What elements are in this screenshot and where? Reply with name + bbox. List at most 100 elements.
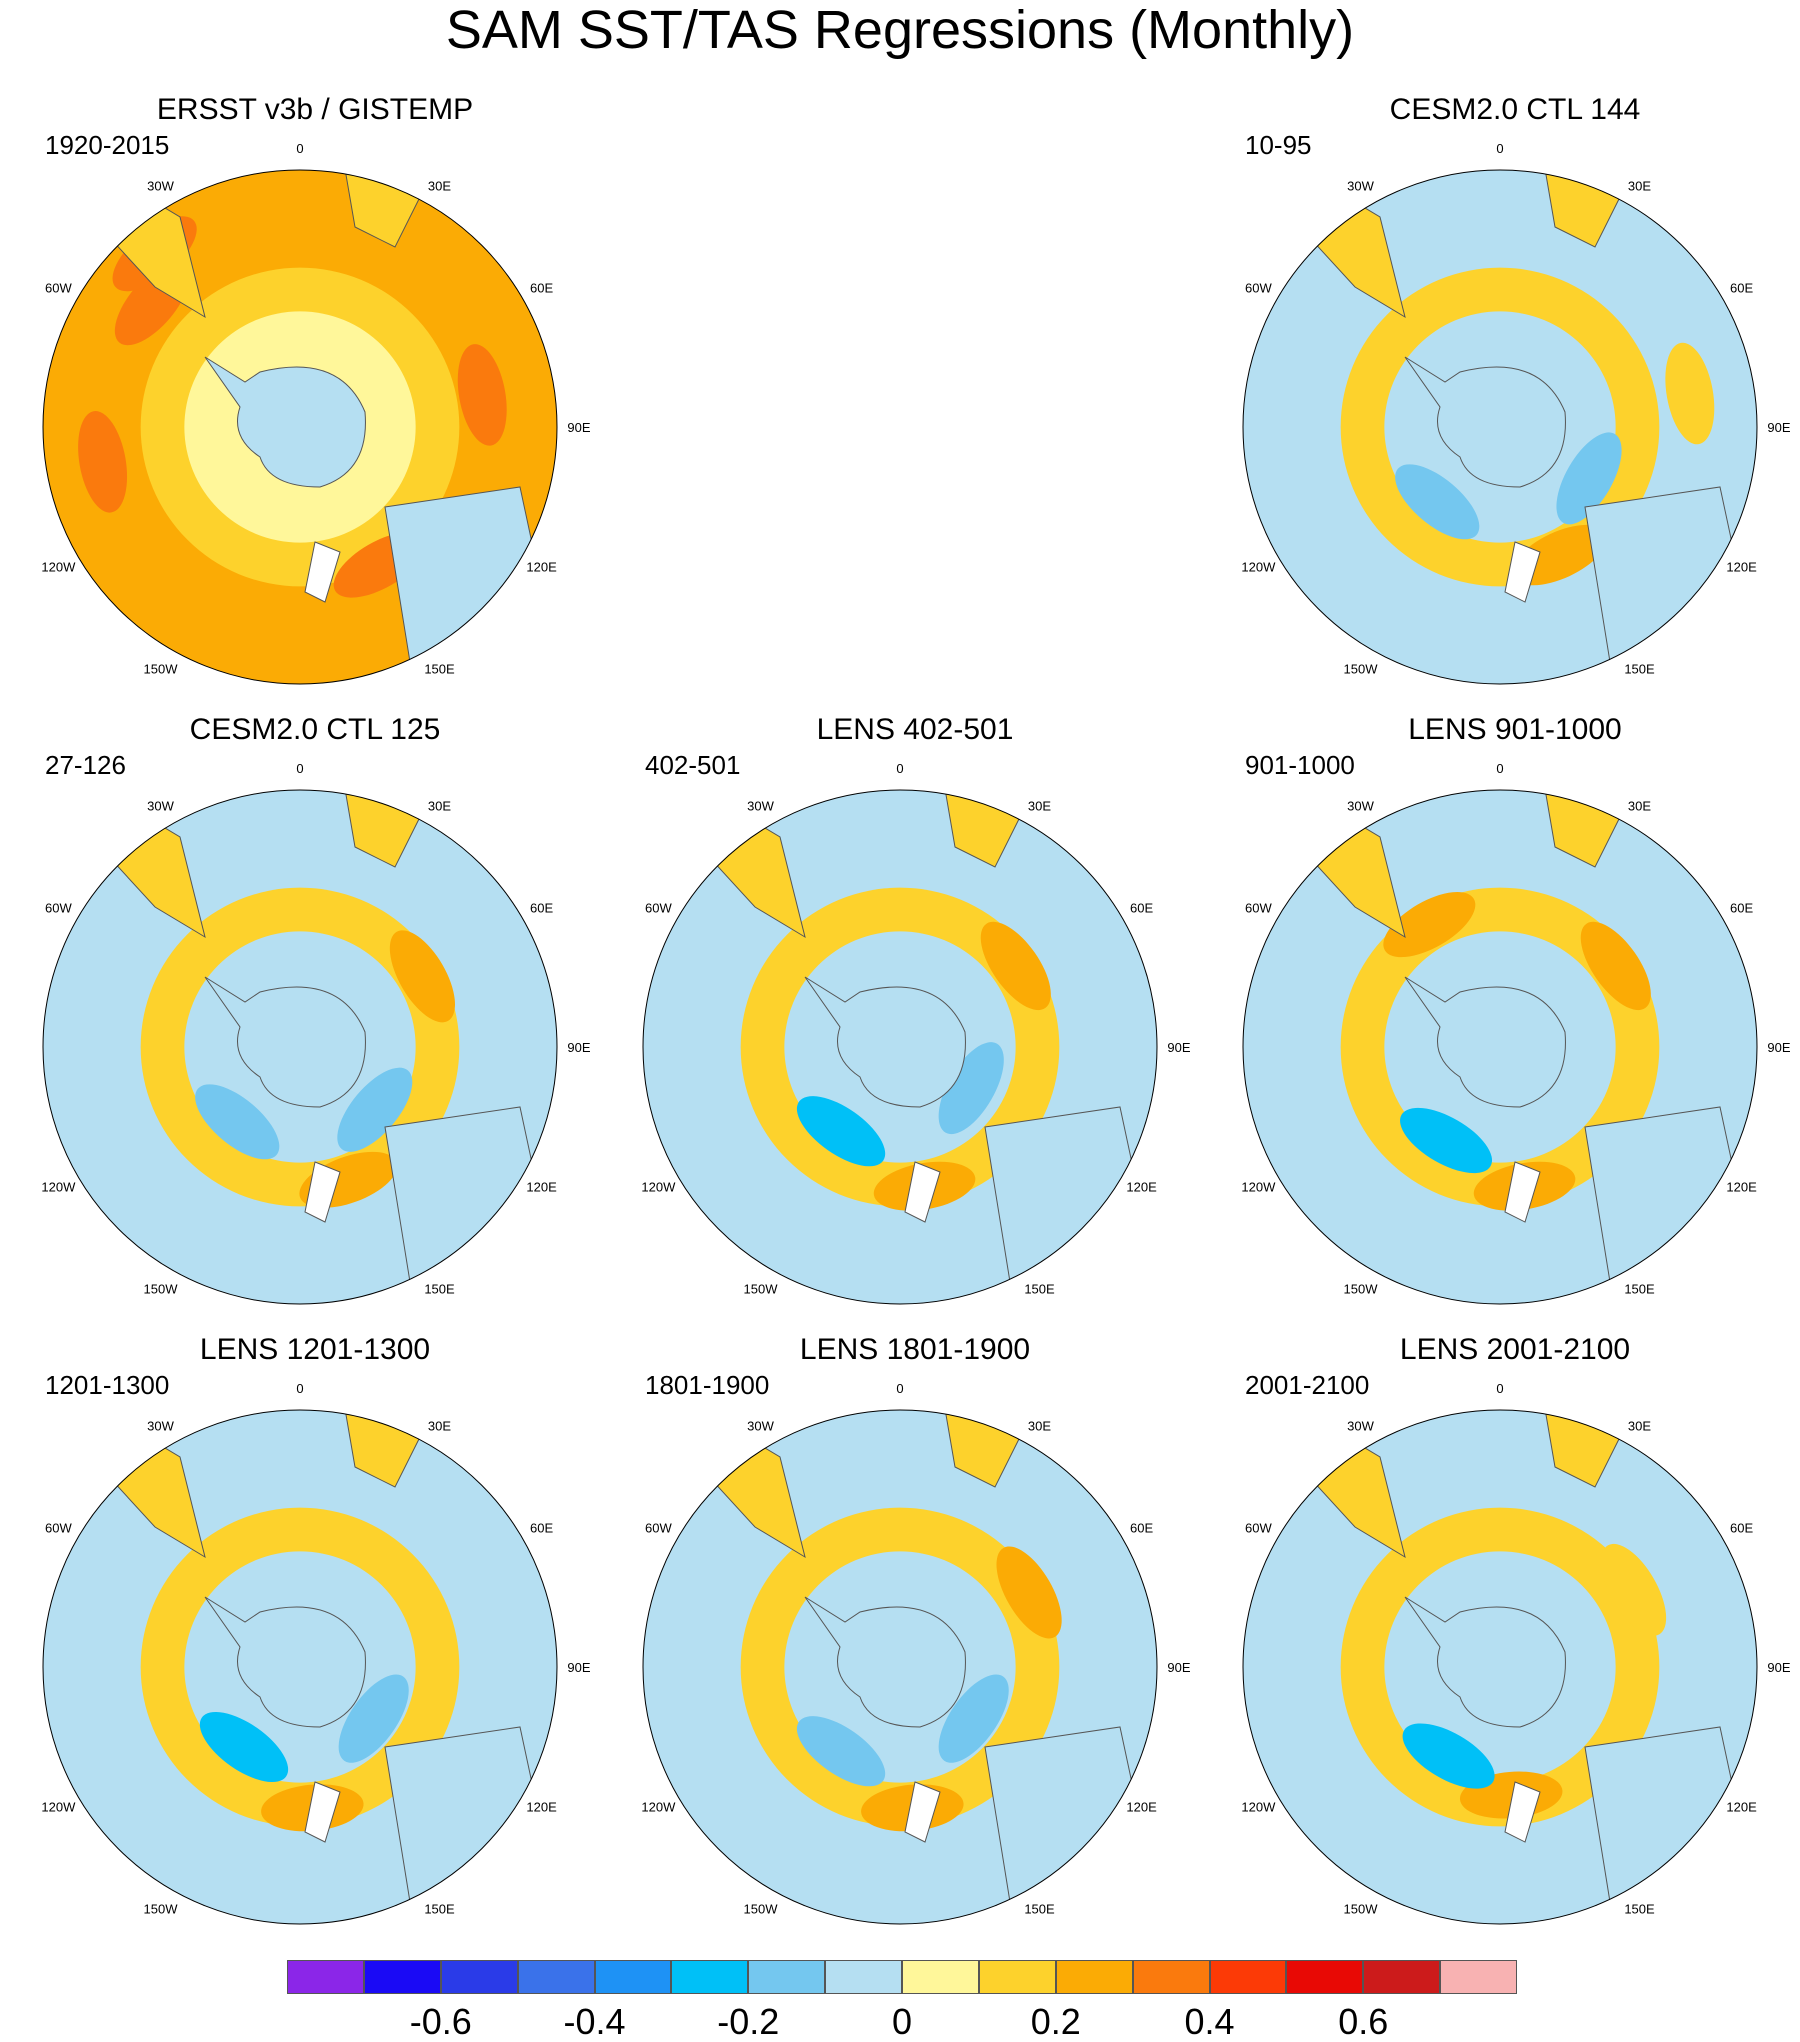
colorbar-tick-label: 0: [891, 2001, 913, 2042]
longitude-label: 60E: [1730, 901, 1753, 916]
colorbar-swatch: [1132, 1960, 1210, 1994]
longitude-label: 60W: [45, 901, 72, 916]
anomaly-blob: [1395, 464, 1480, 540]
anomaly-blob: [1665, 342, 1715, 445]
longitude-label: 90E: [567, 420, 590, 435]
polar-map: 030E60E90E120E150E180150W120W90W60W30W: [1235, 141, 1791, 685]
australia-landmass: [384, 1106, 551, 1283]
new-zealand-landmass: [1504, 541, 1541, 603]
polar-map: 030E60E90E120E150E180150W120W90W60W30W: [35, 141, 591, 685]
map-panel-lens1801: LENS 1801-1900 1801-1900 0 30E 60E 90E 120E 150…: [635, 1332, 1195, 1932]
anomaly-blob: [938, 1674, 1009, 1763]
longitude-label: 30W: [147, 178, 174, 193]
longitude-label: 60W: [645, 1521, 672, 1536]
new-zealand-landmass: [1504, 1161, 1541, 1223]
australia-landmass: [384, 1726, 551, 1903]
map-boundary: [42, 169, 558, 685]
longitude-label: 120E: [526, 560, 557, 575]
longitude-label: 0: [296, 141, 303, 156]
longitude-label: 150E: [424, 1902, 455, 1917]
polar-map: 030E60E90E120E150E180150W120W90W60W30W: [35, 761, 591, 1305]
map-panel-lens1201: LENS 1201-1300 1201-1300 0 30E 60E 90E 120E 150…: [35, 1332, 595, 1932]
panel-title: CESM2.0 CTL 125: [189, 713, 441, 746]
longitude-label: 150W: [1344, 662, 1379, 677]
longitude-label: 150W: [744, 1902, 779, 1917]
panel-period: 901-1000: [1245, 750, 1355, 780]
longitude-label: 150E: [1624, 662, 1655, 677]
longitude-label: 30W: [747, 1418, 774, 1433]
colorbar-swatch: [287, 1960, 364, 1994]
longitude-label: 150W: [144, 1282, 179, 1297]
colorbar-swatch: [748, 1960, 826, 1994]
longitude-label: 0: [296, 761, 303, 776]
map-boundary: [642, 789, 1158, 1305]
anomaly-blob: [389, 930, 455, 1023]
map-boundary: [1242, 1409, 1758, 1925]
panel-period: 1920-2015: [45, 130, 170, 160]
longitude-label: 60W: [45, 281, 72, 296]
map-boundary: [42, 789, 558, 1305]
colorbar-tick-label: -0.6: [409, 2001, 472, 2042]
figure-title: SAM SST/TAS Regressions (Monthly): [445, 0, 1355, 60]
antarctica-landmass: [1404, 1596, 1566, 1728]
longitude-label: 30W: [1347, 798, 1374, 813]
longitude-label: 120W: [641, 1180, 676, 1195]
longitude-label: 120W: [41, 1800, 76, 1815]
panel-title: LENS 901-1000: [1408, 713, 1622, 746]
anomaly-blob: [980, 921, 1051, 1011]
anomaly-blob: [1600, 1543, 1667, 1636]
anomaly-blob: [1400, 1107, 1493, 1174]
antarctica-landmass: [204, 976, 366, 1108]
colorbar-swatch: [1209, 1960, 1287, 1994]
colorbar-swatch: [978, 1960, 1056, 1994]
longitude-label: 120W: [41, 560, 76, 575]
longitude-label: 90E: [1167, 1040, 1190, 1055]
colorbar-tick-label: 0.2: [1030, 2001, 1081, 2042]
longitude-label: 120E: [1726, 1800, 1757, 1815]
longitude-label: 30W: [1347, 178, 1374, 193]
antarctica-landmass: [204, 1596, 366, 1728]
longitude-label: 150W: [744, 1282, 779, 1297]
colorbar-swatch: [825, 1960, 902, 1994]
longitude-label: 90E: [567, 1040, 590, 1055]
longitude-label: 30E: [1628, 178, 1651, 193]
map-panel-lens402: LENS 402-501402-501030E60E90E120E150E180…: [635, 712, 1195, 1312]
longitude-label: 150E: [1024, 1282, 1055, 1297]
colorbar-swatch: [1440, 1960, 1517, 1994]
longitude-label: 120W: [1241, 1180, 1276, 1195]
new-zealand-landmass: [1504, 1781, 1541, 1843]
longitude-label: 0: [296, 1381, 303, 1396]
polar-map: 030E60E90E120E150E180150W120W90W60W30W: [635, 1381, 1191, 1925]
panel-period: 1801-1900: [645, 1370, 770, 1400]
longitude-label: 30E: [428, 1418, 451, 1433]
colorbar-swatch: [594, 1960, 672, 1994]
longitude-label: 60E: [1130, 901, 1153, 916]
longitude-label: 0: [896, 761, 903, 776]
anomaly-blob: [1383, 892, 1476, 958]
longitude-label: 150E: [424, 1282, 455, 1297]
longitude-label: 150E: [1624, 1282, 1655, 1297]
longitude-label: 30E: [1628, 798, 1651, 813]
panel-period: 1201-1300: [45, 1370, 170, 1400]
panel-title: ERSST v3b / GISTEMP: [156, 93, 474, 126]
panel-period: 2001-2100: [1245, 1370, 1370, 1400]
polar-map: 030E60E90E120E150E180150W120W90W60W30W: [635, 761, 1191, 1305]
longitude-label: 60E: [1730, 1521, 1753, 1536]
panel-title: LENS 2001-2100: [1399, 1333, 1631, 1366]
anomaly-blob: [938, 1042, 1004, 1135]
colorbar-swatch: [902, 1960, 979, 1994]
longitude-label: 120E: [526, 1180, 557, 1195]
longitude-label: 30E: [428, 798, 451, 813]
longitude-label: 150W: [1344, 1902, 1379, 1917]
australia-landmass: [984, 1106, 1151, 1283]
australia-landmass: [984, 1726, 1151, 1903]
longitude-label: 150E: [1624, 1902, 1655, 1917]
longitude-label: 60E: [1130, 1521, 1153, 1536]
longitude-label: 60W: [1245, 281, 1272, 296]
longitude-label: 90E: [1767, 420, 1790, 435]
australia-landmass: [1584, 486, 1751, 663]
map-panel-ctl125: CESM2.0 CTL 125 27-126 0 30E 60E 90E 120E 150E 1…: [35, 712, 595, 1312]
colorbar: -0.6 -0.4 -0.2 0 0.2 0.4 0.6: [287, 1960, 1517, 2040]
panel-period: 27-126: [45, 750, 126, 780]
antarctica-landmass: [804, 1596, 966, 1728]
